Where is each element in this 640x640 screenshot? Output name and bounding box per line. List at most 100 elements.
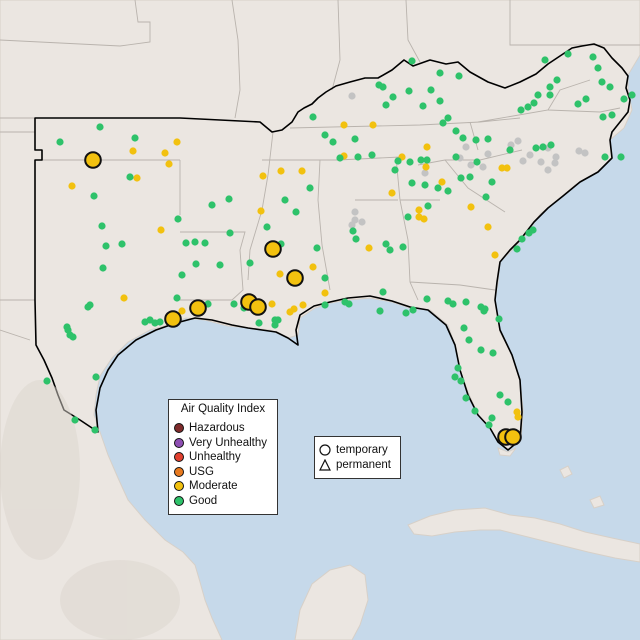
monitor-point-moderate[interactable]: [438, 178, 446, 186]
monitor-point-good[interactable]: [246, 259, 254, 267]
monitor-point-good[interactable]: [208, 201, 216, 209]
monitor-point-good[interactable]: [118, 240, 126, 248]
monitor-point-good[interactable]: [539, 143, 547, 151]
temporary-monitor-moderate[interactable]: [504, 428, 522, 446]
monitor-point-moderate[interactable]: [422, 163, 430, 171]
monitor-point-nodata[interactable]: [537, 158, 545, 166]
monitor-point-good[interactable]: [406, 158, 414, 166]
monitor-point-good[interactable]: [96, 123, 104, 131]
monitor-point-good[interactable]: [394, 157, 402, 165]
monitor-point-good[interactable]: [329, 138, 337, 146]
monitor-point-good[interactable]: [471, 407, 479, 415]
monitor-point-moderate[interactable]: [277, 167, 285, 175]
monitor-point-good[interactable]: [481, 305, 489, 313]
monitor-point-good[interactable]: [408, 179, 416, 187]
monitor-point-good[interactable]: [281, 196, 289, 204]
monitor-point-good[interactable]: [473, 158, 481, 166]
monitor-point-good[interactable]: [230, 300, 238, 308]
monitor-point-good[interactable]: [271, 321, 279, 329]
monitor-point-good[interactable]: [564, 50, 572, 58]
monitor-point-good[interactable]: [444, 114, 452, 122]
monitor-point-good[interactable]: [92, 373, 100, 381]
monitor-point-good[interactable]: [444, 187, 452, 195]
monitor-point-good[interactable]: [485, 421, 493, 429]
monitor-point-moderate[interactable]: [423, 143, 431, 151]
temporary-monitor-moderate[interactable]: [249, 298, 267, 316]
monitor-point-good[interactable]: [352, 235, 360, 243]
monitor-point-good[interactable]: [417, 156, 425, 164]
monitor-point-good[interactable]: [547, 141, 555, 149]
monitor-point-good[interactable]: [529, 226, 537, 234]
monitor-point-good[interactable]: [436, 97, 444, 105]
monitor-point-good[interactable]: [452, 127, 460, 135]
monitor-point-nodata[interactable]: [581, 149, 589, 157]
monitor-point-good[interactable]: [368, 151, 376, 159]
monitor-point-moderate[interactable]: [68, 182, 76, 190]
monitor-point-nodata[interactable]: [575, 147, 583, 155]
monitor-point-good[interactable]: [102, 242, 110, 250]
monitor-point-good[interactable]: [598, 78, 606, 86]
monitor-point-good[interactable]: [462, 394, 470, 402]
monitor-point-good[interactable]: [90, 192, 98, 200]
monitor-point-good[interactable]: [376, 307, 384, 315]
monitor-point-good[interactable]: [409, 306, 417, 314]
monitor-point-moderate[interactable]: [484, 223, 492, 231]
monitor-point-moderate[interactable]: [365, 244, 373, 252]
monitor-point-good[interactable]: [628, 91, 636, 99]
monitor-point-good[interactable]: [405, 87, 413, 95]
monitor-point-good[interactable]: [131, 134, 139, 142]
monitor-point-moderate[interactable]: [491, 251, 499, 259]
monitor-point-moderate[interactable]: [467, 203, 475, 211]
monitor-point-nodata[interactable]: [526, 151, 534, 159]
monitor-point-good[interactable]: [488, 178, 496, 186]
monitor-point-moderate[interactable]: [165, 160, 173, 168]
monitor-point-nodata[interactable]: [348, 221, 356, 229]
monitor-point-good[interactable]: [402, 309, 410, 317]
monitor-point-nodata[interactable]: [484, 150, 492, 158]
monitor-point-good[interactable]: [582, 95, 590, 103]
monitor-point-good[interactable]: [553, 76, 561, 84]
monitor-point-good[interactable]: [524, 103, 532, 111]
monitor-point-good[interactable]: [91, 426, 99, 434]
monitor-point-moderate[interactable]: [498, 164, 506, 172]
monitor-point-good[interactable]: [427, 86, 435, 94]
monitor-point-good[interactable]: [449, 300, 457, 308]
monitor-point-nodata[interactable]: [348, 92, 356, 100]
monitor-point-good[interactable]: [423, 295, 431, 303]
monitor-point-good[interactable]: [517, 106, 525, 114]
monitor-point-good[interactable]: [43, 377, 51, 385]
monitor-point-good[interactable]: [608, 111, 616, 119]
monitor-point-good[interactable]: [408, 57, 416, 65]
monitor-point-good[interactable]: [496, 391, 504, 399]
monitor-point-good[interactable]: [513, 245, 521, 253]
monitor-point-good[interactable]: [452, 153, 460, 161]
monitor-point-good[interactable]: [226, 229, 234, 237]
monitor-point-nodata[interactable]: [462, 143, 470, 151]
monitor-point-moderate[interactable]: [161, 149, 169, 157]
monitor-point-good[interactable]: [69, 333, 77, 341]
monitor-point-nodata[interactable]: [551, 159, 559, 167]
monitor-point-nodata[interactable]: [552, 153, 560, 161]
monitor-point-good[interactable]: [216, 261, 224, 269]
monitor-point-good[interactable]: [386, 246, 394, 254]
temporary-monitor-moderate[interactable]: [164, 310, 182, 328]
monitor-point-moderate[interactable]: [420, 215, 428, 223]
monitor-point-good[interactable]: [546, 83, 554, 91]
monitor-point-moderate[interactable]: [257, 207, 265, 215]
monitor-point-good[interactable]: [126, 173, 134, 181]
monitor-point-good[interactable]: [484, 135, 492, 143]
monitor-point-good[interactable]: [391, 166, 399, 174]
monitor-point-good[interactable]: [182, 239, 190, 247]
monitor-point-good[interactable]: [399, 243, 407, 251]
monitor-point-moderate[interactable]: [178, 307, 186, 315]
monitor-point-good[interactable]: [309, 113, 317, 121]
monitor-point-good[interactable]: [419, 102, 427, 110]
monitor-point-good[interactable]: [589, 53, 597, 61]
temporary-monitor-moderate[interactable]: [84, 151, 102, 169]
temporary-monitor-moderate[interactable]: [189, 299, 207, 317]
monitor-point-good[interactable]: [455, 72, 463, 80]
monitor-point-good[interactable]: [457, 377, 465, 385]
monitor-point-moderate[interactable]: [133, 174, 141, 182]
monitor-point-moderate[interactable]: [299, 301, 307, 309]
